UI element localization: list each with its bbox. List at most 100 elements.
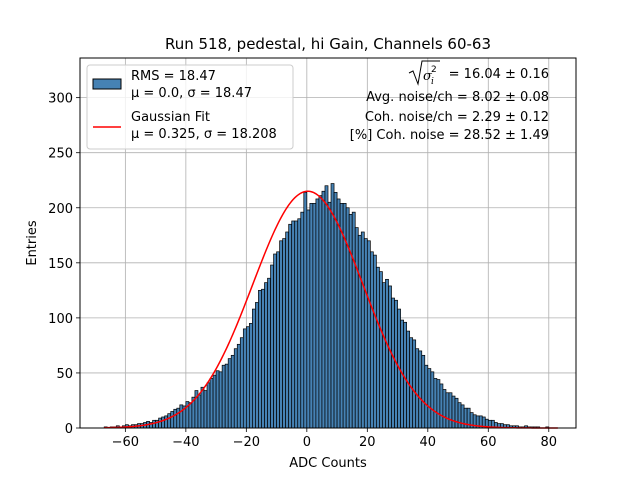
histogram-bar <box>436 379 441 429</box>
histogram-bar <box>363 238 368 429</box>
histogram-bar <box>270 264 274 429</box>
histogram-bar <box>321 190 326 429</box>
histogram-bar <box>424 364 429 429</box>
histogram-bar <box>221 364 226 429</box>
x-tick-label: −20 <box>233 435 260 450</box>
histogram-bar <box>360 231 365 429</box>
histogram-bar <box>357 234 362 429</box>
histogram-bar <box>318 195 323 429</box>
histogram-bar <box>282 238 287 429</box>
svg-text:i: i <box>431 77 434 87</box>
histogram-bar <box>158 417 163 429</box>
histogram-bar <box>164 415 169 429</box>
y-axis-ticks: 0 50 100 150 200 250 300 <box>48 92 80 437</box>
histogram-bar <box>197 394 202 429</box>
histogram-bar <box>245 326 250 429</box>
histogram-bar <box>209 378 214 429</box>
svg-text:σ: σ <box>423 69 433 84</box>
histogram-bar <box>445 392 450 429</box>
histogram-bar <box>212 374 217 429</box>
legend-histogram-label: RMS = 18.47 <box>131 69 216 84</box>
x-tick-label: 0 <box>303 435 311 450</box>
coh-noise-value: Coh. noise/ch = 2.29 ± 0.12 <box>365 110 549 125</box>
x-tick-label: 40 <box>420 435 437 450</box>
histogram-bar <box>224 363 229 429</box>
histogram-bar <box>315 198 320 429</box>
histogram-bar <box>324 185 329 429</box>
legend-histogram-stats: μ = 0.0, σ = 18.47 <box>131 86 252 101</box>
gaussian-fit-line <box>104 190 558 429</box>
histogram-bar <box>252 308 256 429</box>
histogram-bar <box>379 271 383 429</box>
x-tick-label: 80 <box>541 435 558 450</box>
histogram-bar <box>421 354 426 429</box>
chart-title: Run 518, pedestal, hi Gain, Channels 60-… <box>165 35 491 53</box>
histogram-bar <box>433 378 438 429</box>
histogram-bar <box>273 253 277 429</box>
histogram-bar <box>442 389 447 429</box>
histogram-bar <box>188 402 193 429</box>
histogram-bar <box>327 201 332 429</box>
histogram-bar <box>333 191 338 429</box>
histogram-bar <box>373 254 377 429</box>
y-tick-label: 250 <box>48 147 73 162</box>
y-axis-label: Entries <box>25 220 40 266</box>
y-tick-label: 100 <box>48 312 73 327</box>
histogram-bar <box>288 223 293 429</box>
histogram-bar <box>412 339 417 429</box>
histogram-bar <box>276 251 280 429</box>
legend-box <box>86 64 294 150</box>
histogram-bar <box>388 285 392 429</box>
histogram-bar <box>460 404 465 429</box>
svg-text:2: 2 <box>431 65 437 75</box>
x-tick-label: 60 <box>480 435 497 450</box>
x-axis-label: ADC Counts <box>289 456 367 471</box>
coh-noise-percent: [%] Coh. noise = 28.52 ± 1.49 <box>350 128 549 143</box>
y-tick-label: 200 <box>48 202 73 217</box>
noise-annotations: σ 2 i = 16.04 ± 0.16 Avg. noise/ch = 8.0… <box>350 60 549 143</box>
histogram-bar <box>345 207 350 429</box>
legend-fit-stats: μ = 0.325, σ = 18.208 <box>131 127 277 142</box>
x-tick-label: −60 <box>112 435 139 450</box>
histogram-bar <box>427 368 432 429</box>
histogram-bar <box>239 337 244 429</box>
histogram-bar <box>200 386 205 429</box>
histogram-bar <box>218 371 223 429</box>
histogram-bar <box>454 397 459 429</box>
histogram-bar <box>294 220 299 429</box>
y-tick-label: 0 <box>65 422 73 437</box>
histogram-bar <box>203 390 208 429</box>
histogram-bar <box>242 328 247 429</box>
histogram-bar <box>351 211 356 429</box>
histogram-bar <box>167 413 172 429</box>
histogram-bar <box>303 191 308 429</box>
histogram-bar <box>430 371 435 429</box>
histogram-bar <box>406 330 411 429</box>
histogram-bar <box>457 402 462 429</box>
histogram-bar <box>258 290 262 429</box>
histogram-bar <box>382 282 386 429</box>
histogram-bar <box>448 392 453 429</box>
histogram-bar <box>176 407 181 429</box>
histogram-bar <box>336 198 341 429</box>
histogram-bar <box>409 337 414 429</box>
histogram-bar <box>249 323 253 429</box>
y-tick-label: 50 <box>56 367 73 382</box>
histogram-bar <box>230 354 235 429</box>
avg-noise-value: Avg. noise/ch = 8.02 ± 0.08 <box>366 90 549 105</box>
histogram-bar <box>300 211 305 429</box>
histogram-bar <box>369 251 374 429</box>
histogram-bar <box>366 240 371 429</box>
histogram-bar <box>255 302 259 429</box>
histogram-bar <box>415 348 420 429</box>
histogram-bar <box>385 278 389 429</box>
y-tick-label: 300 <box>48 92 73 107</box>
plot-frame <box>79 57 577 429</box>
histogram-bar <box>306 209 311 429</box>
histogram-bar <box>439 383 444 429</box>
legend-fit-label: Gaussian Fit <box>131 110 210 125</box>
y-tick-label: 150 <box>48 257 73 272</box>
x-tick-label: −40 <box>172 435 199 450</box>
histogram-bar <box>354 227 359 429</box>
histogram-bar <box>179 404 184 429</box>
